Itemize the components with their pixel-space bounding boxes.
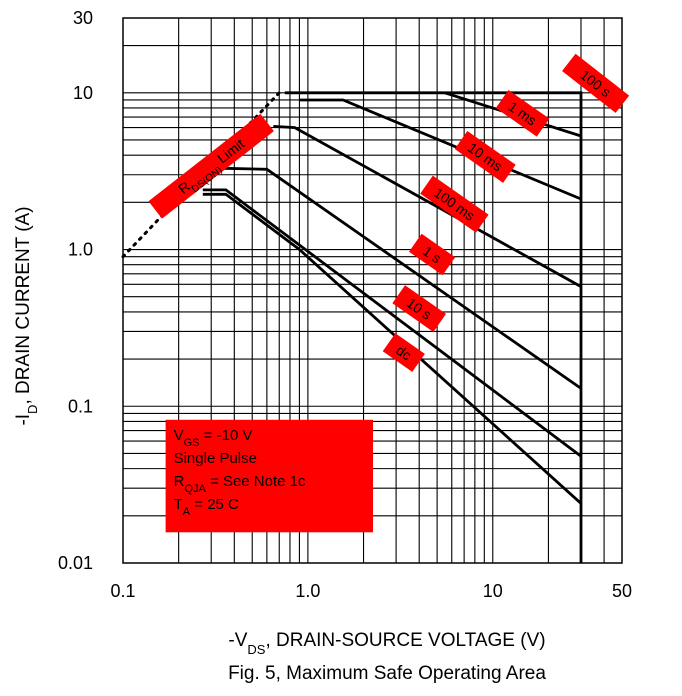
label-1-ms: 1 ms xyxy=(495,89,550,137)
label-1-s-bg xyxy=(408,233,456,276)
x-tick-label: 1.0 xyxy=(295,581,320,601)
label-10-ms-bg xyxy=(454,130,516,183)
label-dc-bg xyxy=(382,333,425,372)
label-dc: dc xyxy=(382,333,425,372)
condition-line: RQJA = See Note 1c xyxy=(174,473,306,495)
label-100-ms-bg xyxy=(420,175,489,233)
y-tick-label: 1.0 xyxy=(68,240,93,260)
conditions-bg xyxy=(165,419,373,533)
curve-10-s xyxy=(202,188,582,458)
x-axis-title-sub: DS xyxy=(247,642,265,657)
y-tick-label: 0.01 xyxy=(58,553,93,573)
tick-labels: 0.1 1.0 10 50 0.01 0.1 1.0 10 30 xyxy=(58,8,632,601)
condition-line: Single Pulse xyxy=(174,450,257,467)
x-axis-title-pre: -V xyxy=(228,630,247,651)
x-axis-title: -VDS, DRAIN-SOURCE VOLTAGE (V) xyxy=(228,630,545,657)
y-axis-title-sub: D xyxy=(25,405,40,414)
label-100-s: 100 s xyxy=(562,53,630,113)
x-tick-label: 10 xyxy=(483,581,503,601)
label-100-s-bg xyxy=(562,53,630,113)
x-tick-label: 50 xyxy=(612,581,632,601)
curve-100-ms xyxy=(273,125,582,288)
curve-1-s xyxy=(223,166,582,390)
condition-line: VGS = -10 V xyxy=(174,427,253,449)
y-tick-label: 10 xyxy=(73,83,93,103)
y-axis-title-post: , DRAIN CURRENT (A) xyxy=(13,206,34,404)
x-axis-title-post: , DRAIN-SOURCE VOLTAGE (V) xyxy=(265,630,545,651)
y-axis-title: -ID, DRAIN CURRENT (A) xyxy=(13,206,40,425)
y-tick-label: 0.1 xyxy=(68,396,93,416)
condition-line: TA = 25 C xyxy=(174,496,239,518)
y-tick-label: 30 xyxy=(73,8,93,28)
label-10-s-bg xyxy=(392,285,446,332)
x-tick-label: 0.1 xyxy=(110,581,135,601)
plot-frame xyxy=(122,17,623,564)
figure-caption: Fig. 5, Maximum Safe Operating Area xyxy=(228,663,546,684)
label-rdson-limit: RDS(ON) Limit xyxy=(148,113,274,219)
curve-dc xyxy=(202,192,582,505)
label-rdson-limit-bg xyxy=(148,113,274,219)
curve-100-s xyxy=(284,91,583,563)
label-1-ms-bg xyxy=(495,89,550,137)
label-1-s: 1 s xyxy=(408,233,456,276)
y-axis-title-pre: -I xyxy=(13,414,34,426)
plot-border xyxy=(122,17,623,564)
